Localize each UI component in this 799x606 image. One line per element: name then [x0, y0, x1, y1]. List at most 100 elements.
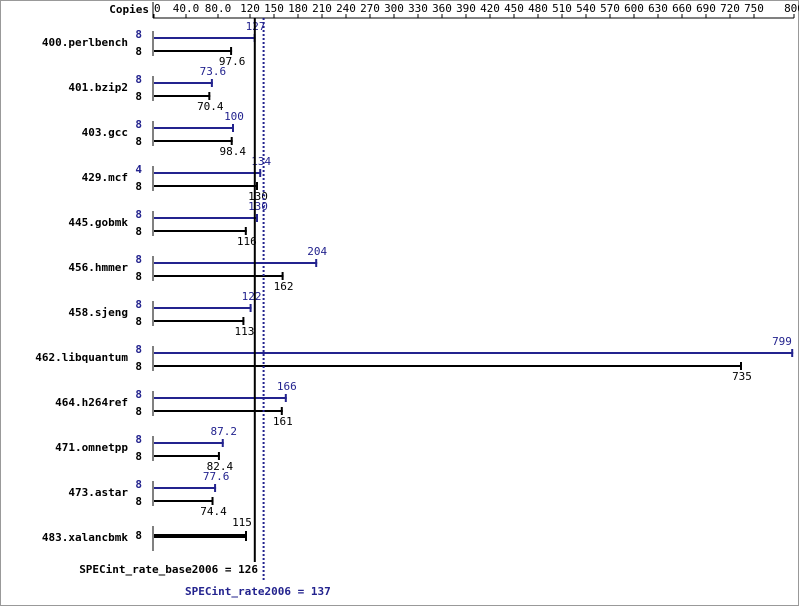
copies-label: 8: [135, 298, 142, 311]
copies-label: 4: [135, 163, 142, 176]
bar: [154, 230, 247, 232]
x-tick-label: 570: [600, 2, 620, 15]
x-tick-label: 540: [576, 2, 596, 15]
x-tick-label: 660: [672, 2, 692, 15]
x-tick-label: 390: [456, 2, 476, 15]
x-tick-label: 720: [720, 2, 740, 15]
value-label: 134: [251, 155, 271, 168]
value-label: 87.2: [211, 425, 238, 438]
x-tick-label: 180: [288, 2, 308, 15]
bar: [154, 352, 794, 354]
bar: [154, 262, 318, 264]
x-tick-label: 800: [784, 2, 799, 15]
x-tick-label: 240: [336, 2, 356, 15]
x-tick-label: 270: [360, 2, 380, 15]
copies-label: 8: [135, 253, 142, 266]
x-tick-label: 150: [264, 2, 284, 15]
copies-label: 8: [135, 315, 142, 328]
copies-label: 8: [135, 388, 142, 401]
bar: [154, 50, 233, 52]
x-tick-label: 300: [384, 2, 404, 15]
copies-label: 8: [135, 360, 142, 373]
value-label: 82.4: [207, 460, 234, 473]
benchmark-label: 445.gobmk: [68, 216, 128, 229]
copies-label: 8: [135, 450, 142, 463]
x-tick-label: 120: [240, 2, 260, 15]
value-label: 166: [277, 380, 297, 393]
bar: [154, 127, 234, 129]
value-label: 115: [232, 516, 252, 529]
value-label: 116: [237, 235, 257, 248]
value-label: 130: [248, 200, 268, 213]
x-tick-label: 0: [154, 2, 161, 15]
copies-header: Copies: [109, 3, 149, 16]
reference-label: SPECint_rate2006 = 137: [185, 585, 331, 598]
copies-label: 8: [135, 270, 142, 283]
benchmark-label: 473.astar: [68, 486, 128, 499]
x-tick-label: 40.0: [173, 2, 200, 15]
bar: [154, 500, 214, 502]
copies-label: 8: [135, 529, 142, 542]
bar: [154, 37, 256, 39]
copies-label: 8: [135, 343, 142, 356]
x-tick-label: 510: [552, 2, 572, 15]
bar: [154, 442, 224, 444]
bar: [154, 185, 258, 187]
copies-label: 8: [135, 208, 142, 221]
copies-label: 8: [135, 45, 142, 58]
bar: [154, 534, 246, 538]
value-label: 77.6: [203, 470, 230, 483]
x-tick-label: 480: [528, 2, 548, 15]
copies-label: 8: [135, 405, 142, 418]
bar: [154, 487, 217, 489]
bar: [154, 275, 284, 277]
benchmark-label: 483.xalancbmk: [42, 531, 128, 544]
value-label: 70.4: [197, 100, 224, 113]
copies-label: 8: [135, 73, 142, 86]
value-label: 162: [274, 280, 294, 293]
benchmark-label: 403.gcc: [82, 126, 128, 139]
x-tick-label: 630: [648, 2, 668, 15]
value-label: 100: [224, 110, 244, 123]
benchmark-label: 400.perlbench: [42, 36, 128, 49]
bar: [154, 95, 211, 97]
x-tick-label: 420: [480, 2, 500, 15]
benchmark-label: 456.hmmer: [68, 261, 128, 274]
x-tick-label: 690: [696, 2, 716, 15]
value-label: 122: [242, 290, 262, 303]
copies-label: 8: [135, 90, 142, 103]
benchmark-label: 471.omnetpp: [55, 441, 128, 454]
value-label: 113: [234, 325, 254, 338]
bar: [154, 320, 245, 322]
x-tick-label: 330: [408, 2, 428, 15]
copies-label: 8: [135, 225, 142, 238]
x-tick-label: 600: [624, 2, 644, 15]
copies-label: 8: [135, 135, 142, 148]
value-label: 799: [772, 335, 792, 348]
value-label: 74.4: [200, 505, 227, 518]
x-tick-label: 360: [432, 2, 452, 15]
benchmark-label: 464.h264ref: [55, 396, 128, 409]
copies-label: 8: [135, 495, 142, 508]
bar: [154, 217, 258, 219]
bar: [154, 365, 742, 367]
x-tick-label: 80.0: [205, 2, 232, 15]
value-label: 98.4: [219, 145, 246, 158]
value-label: 735: [732, 370, 752, 383]
x-tick-label: 210: [312, 2, 332, 15]
bar: [154, 307, 252, 309]
x-tick-label: 450: [504, 2, 524, 15]
benchmark-label: 401.bzip2: [68, 81, 128, 94]
value-label: 161: [273, 415, 293, 428]
copies-label: 8: [135, 118, 142, 131]
copies-label: 8: [135, 433, 142, 446]
bar: [154, 397, 287, 399]
reference-label: SPECint_rate_base2006 = 126: [79, 563, 258, 576]
bar: [154, 172, 262, 174]
bar: [154, 455, 220, 457]
value-label: 97.6: [219, 55, 246, 68]
bar: [154, 140, 233, 142]
